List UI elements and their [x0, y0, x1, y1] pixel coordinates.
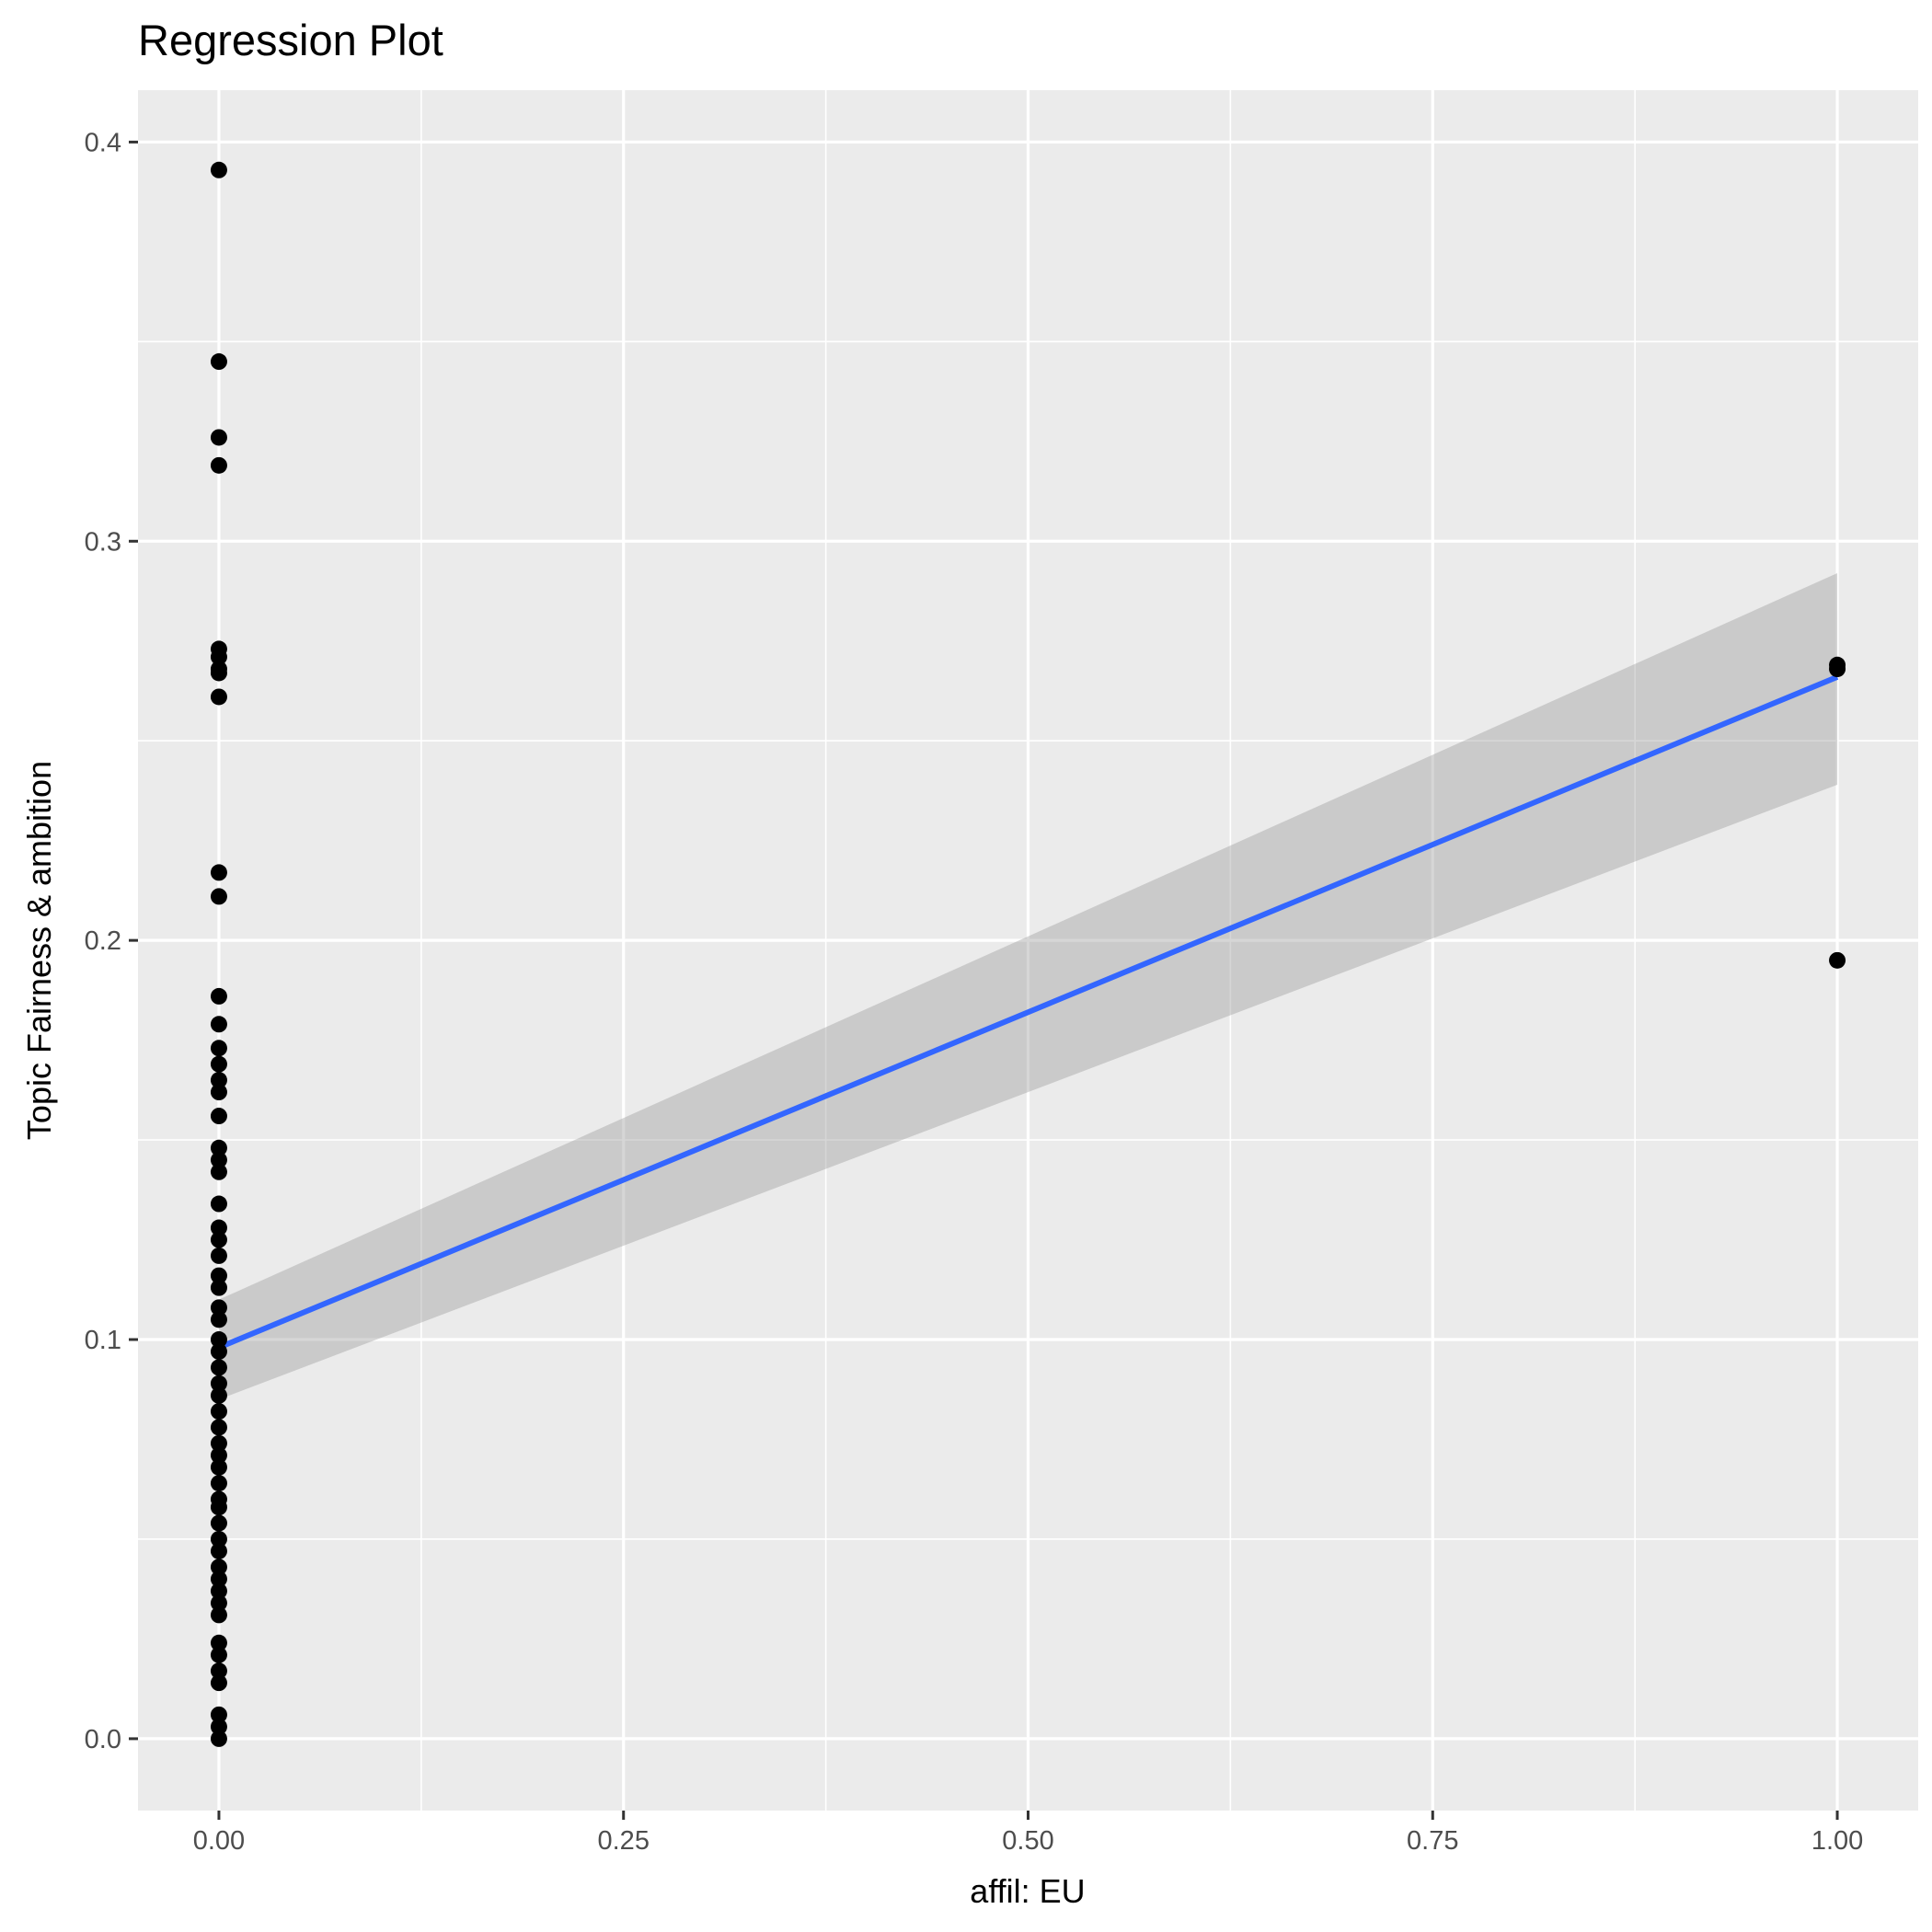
- x-tick-label: 0.25: [598, 1826, 650, 1856]
- data-point: [210, 864, 227, 881]
- data-point: [210, 1359, 227, 1376]
- confidence-band: [218, 572, 1838, 1400]
- data-point: [210, 1247, 227, 1264]
- data-point: [210, 1718, 227, 1735]
- data-point: [210, 1403, 227, 1420]
- data-point: [210, 1646, 227, 1663]
- data-point: [210, 1419, 227, 1436]
- y-tick-label: 0.3: [85, 527, 121, 557]
- data-point: [210, 1195, 227, 1213]
- data-point: [210, 1163, 227, 1180]
- y-tick-label: 0.1: [85, 1326, 121, 1355]
- confidence-band-layer: [218, 572, 1838, 1400]
- data-point: [210, 987, 227, 1005]
- data-point: [210, 1139, 227, 1156]
- data-point: [210, 1072, 227, 1089]
- data-point: [210, 1279, 227, 1296]
- data-point: [210, 1499, 227, 1516]
- data-point: [210, 1594, 227, 1612]
- data-point: [210, 888, 227, 905]
- data-point: [1829, 661, 1846, 678]
- regression-line-layer: [217, 674, 1839, 1351]
- x-axis-title: affil: EU: [970, 1872, 1085, 1910]
- data-point: [210, 1542, 227, 1559]
- data-point: [210, 1231, 227, 1248]
- data-point: [210, 1634, 227, 1651]
- data-point: [210, 1730, 227, 1747]
- data-point: [210, 1084, 227, 1101]
- data-point: [210, 1674, 227, 1692]
- data-point: [210, 1570, 227, 1588]
- x-axis-ticks: 0.00 0.25 0.50 0.75 1.00: [193, 1811, 1863, 1856]
- data-point: [210, 1475, 227, 1492]
- y-tick-label: 0.0: [85, 1725, 121, 1754]
- y-tick-label: 0.4: [85, 128, 121, 157]
- data-point: [1829, 951, 1846, 969]
- data-point: [210, 1458, 227, 1476]
- data-point: [210, 1514, 227, 1532]
- data-point: [210, 1374, 227, 1392]
- major-gridlines: [138, 90, 1918, 1811]
- data-point: [210, 1434, 227, 1452]
- data-point: [210, 688, 227, 706]
- data-point: [210, 1055, 227, 1073]
- x-tick-label: 1.00: [1811, 1826, 1863, 1856]
- data-point: [210, 1606, 227, 1624]
- data-point: [210, 429, 227, 446]
- data-point: [210, 1219, 227, 1236]
- y-tick-label: 0.2: [85, 926, 121, 956]
- data-point: [210, 1530, 227, 1547]
- data-point: [210, 1386, 227, 1404]
- x-tick-label: 0.50: [1002, 1826, 1053, 1856]
- data-point: [210, 1706, 227, 1723]
- data-point: [210, 1299, 227, 1317]
- data-point: [210, 1331, 227, 1349]
- data-point: [210, 664, 227, 682]
- data-points: [210, 161, 1846, 1747]
- y-axis-ticks: 0.0 0.1 0.2 0.3 0.4: [85, 128, 138, 1754]
- data-point: [210, 1311, 227, 1328]
- data-point: [210, 456, 227, 474]
- data-point: [210, 1558, 227, 1576]
- data-point: [210, 1151, 227, 1168]
- data-point: [210, 1662, 227, 1680]
- x-tick-label: 0.75: [1407, 1826, 1458, 1856]
- regression-line: [217, 674, 1839, 1351]
- data-point: [210, 649, 227, 666]
- data-point: [210, 1343, 227, 1361]
- data-point: [210, 1582, 227, 1600]
- data-point: [210, 353, 227, 371]
- data-point: [210, 1267, 227, 1284]
- x-tick-label: 0.00: [193, 1826, 245, 1856]
- y-axis-title: Topic Fairness & ambition: [20, 761, 58, 1140]
- data-point: [210, 1040, 227, 1057]
- data-point: [210, 1446, 227, 1464]
- data-point: [210, 1016, 227, 1033]
- data-point: [210, 1108, 227, 1125]
- data-point: [210, 161, 227, 178]
- chart-title: Regression Plot: [138, 16, 443, 64]
